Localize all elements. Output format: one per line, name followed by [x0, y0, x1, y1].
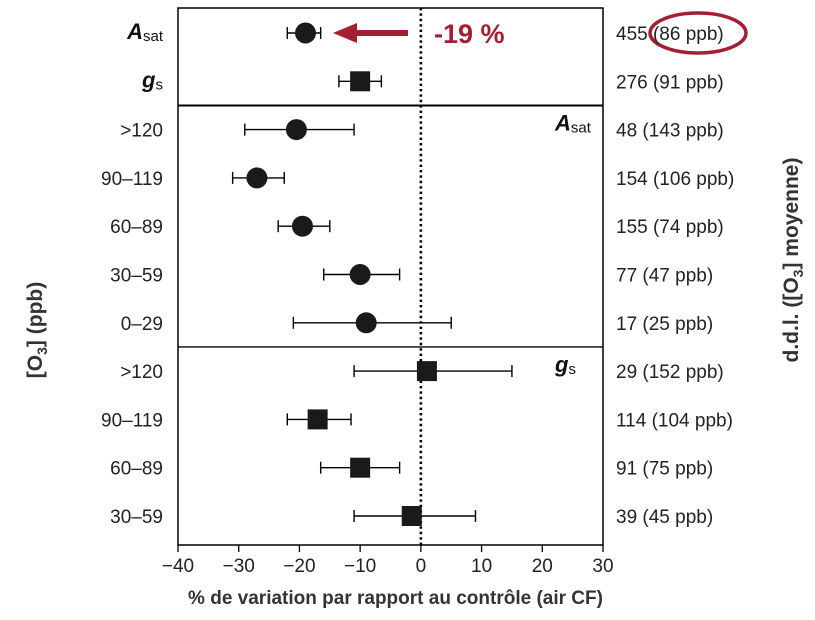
annotation-arrow-head — [333, 23, 357, 43]
right-label: 39 (45 ppb) — [616, 507, 713, 528]
x-tick-label: −40 — [162, 556, 194, 577]
row-label: 60–89 — [110, 459, 163, 480]
right-axis-title: d.d.l. ([O3] moyenne) — [780, 158, 806, 363]
data-point-square — [350, 457, 371, 478]
data-point-square — [401, 506, 422, 526]
right-label: 48 (143 ppb) — [616, 121, 724, 142]
labels-layer: −40 −30 −20 −10 0 10 20 30 % de variation par ra… — [24, 19, 806, 609]
data-point-square — [350, 71, 371, 92]
x-tick-label: 30 — [592, 556, 613, 577]
data-point-circle — [349, 264, 371, 285]
x-tick-label: −20 — [283, 556, 315, 577]
annotation-text: -19 % — [434, 19, 505, 49]
x-tick-label: 20 — [532, 556, 553, 577]
highlight-ellipse — [648, 11, 748, 55]
row-label: 60–89 — [110, 217, 163, 238]
data-point-circle — [355, 312, 377, 334]
right-label: 155 (74 ppb) — [616, 217, 724, 238]
x-tick-label: 10 — [471, 556, 492, 577]
row-label: 90–119 — [101, 169, 163, 190]
row-label: >120 — [120, 121, 163, 142]
axes-layer — [177, 7, 604, 552]
right-label: 77 (47 ppb) — [616, 266, 713, 287]
panel-corner-label: gs — [554, 352, 576, 378]
data-point-circle — [285, 119, 307, 141]
row-label: 30–59 — [110, 266, 163, 287]
right-label: 455 (86 ppb) — [616, 24, 724, 45]
right-label: 114 (104 ppb) — [616, 410, 733, 431]
right-label: 29 (152 ppb) — [616, 362, 724, 383]
right-label: 91 (75 ppb) — [616, 459, 713, 480]
x-axis-title: % de variation par rapport au contrôle (… — [188, 588, 603, 609]
right-label: 154 (106 ppb) — [616, 169, 734, 190]
x-tick-label: 0 — [416, 556, 427, 577]
row-label: Asat — [126, 19, 164, 45]
data-point-circle — [295, 22, 316, 44]
row-label: 90–119 — [101, 410, 163, 431]
row-label: 0–29 — [121, 314, 163, 335]
row-label: >120 — [120, 362, 163, 383]
marks-layer — [231, 11, 748, 526]
x-tick-label: −30 — [223, 556, 255, 577]
data-point-square — [307, 409, 328, 430]
row-label: 30–59 — [110, 507, 163, 528]
data-point-circle — [246, 167, 268, 189]
x-tick-label: −10 — [344, 556, 376, 577]
right-label: 276 (91 ppb) — [616, 72, 724, 93]
panel-corner-label: Asat — [554, 111, 592, 137]
data-point-circle — [291, 215, 313, 237]
left-axis-title: [O3] (ppb) — [24, 282, 50, 378]
right-label: 17 (25 ppb) — [616, 314, 713, 335]
data-point-square — [416, 361, 437, 382]
plot-frame — [177, 7, 604, 546]
row-label: gs — [141, 67, 163, 93]
